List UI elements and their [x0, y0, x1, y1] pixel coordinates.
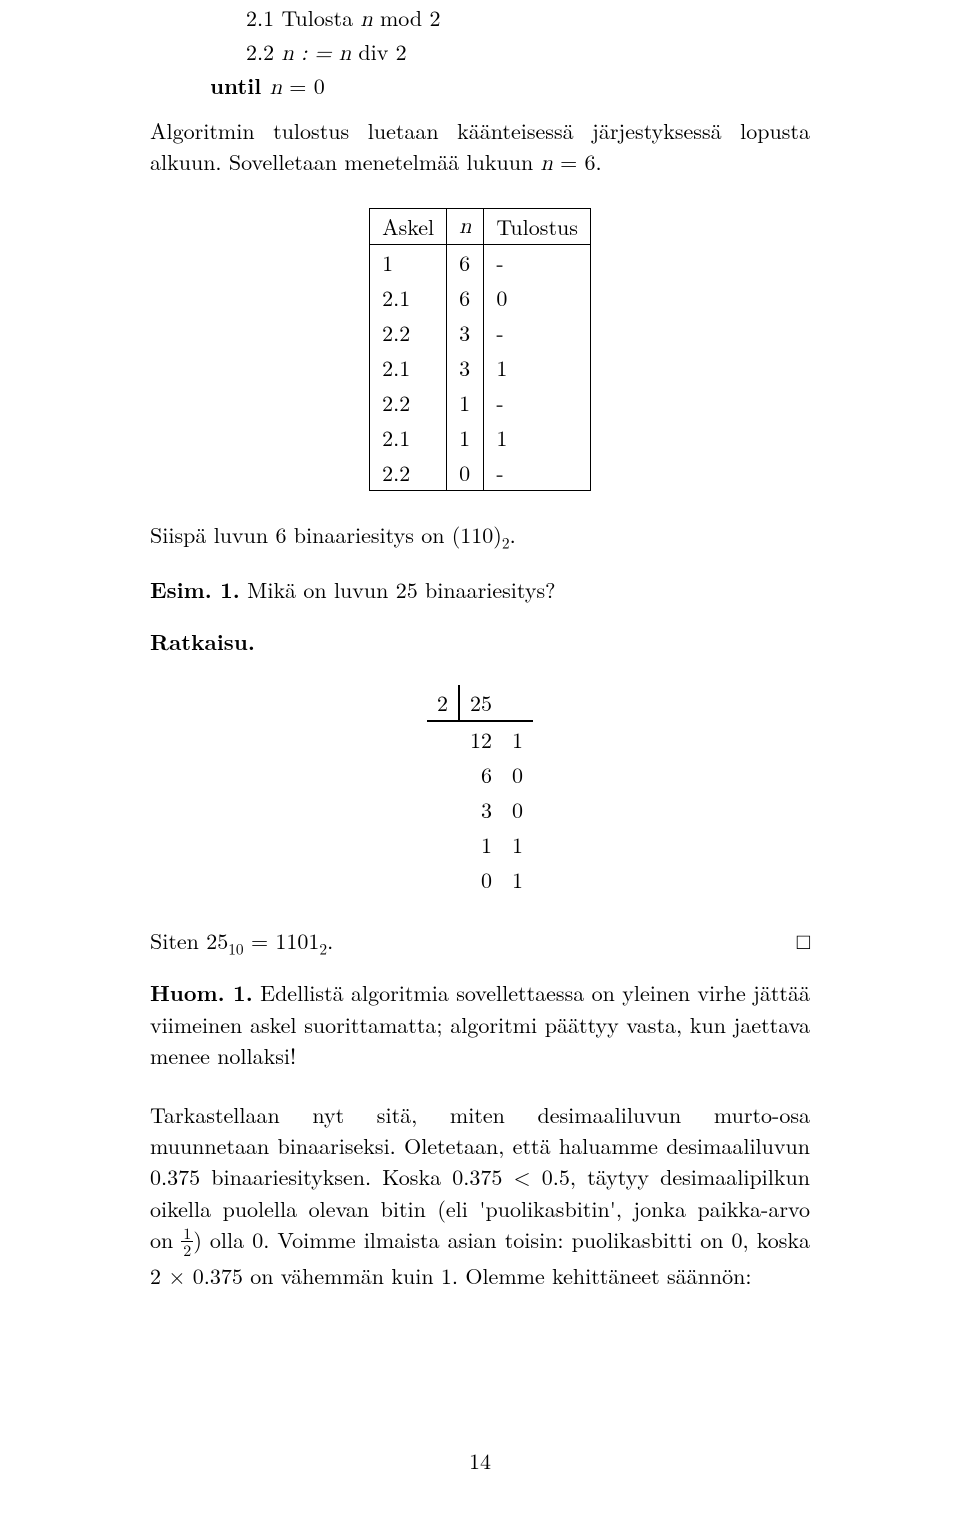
cell: 2.1 — [370, 280, 447, 315]
qed-box-icon: □ — [797, 925, 810, 959]
algorithm-block: 2.1 Tulosta n mod 2 2.2 n : = n div 2 un… — [150, 0, 810, 105]
para-text: Algoritmin tulostus luetaan käänteisessä… — [150, 115, 810, 177]
algo-text: mod 2 — [373, 2, 441, 33]
ratkaisu-line: Ratkaisu. — [150, 626, 810, 657]
algo-until: until n = 0 — [210, 70, 810, 104]
page: 2.1 Tulosta n mod 2 2.2 n : = n div 2 un… — [0, 0, 960, 1518]
siten-row: Siten 2510 = 11012. □ — [150, 925, 810, 959]
table-row: 2.131 — [370, 350, 591, 385]
cell: 2.1 — [370, 350, 447, 385]
var-n: n — [360, 9, 372, 31]
cell: 1 — [447, 385, 484, 420]
algo-text: = 0 — [282, 70, 325, 101]
division-table: 2 25 121 60 30 11 01 — [427, 685, 533, 897]
table-row: 2.20- — [370, 455, 591, 491]
quotient: 12 — [459, 721, 502, 757]
cell: 0 — [484, 280, 591, 315]
cell: 1 — [484, 350, 591, 385]
remainder: 1 — [502, 721, 533, 757]
page-number: 14 — [0, 1445, 960, 1476]
esim-line: Esim. 1. Mikä on luvun 25 binaariesitys? — [150, 574, 810, 605]
text: Siispä luvun 6 binaariesitys on (110) — [150, 519, 502, 550]
cell: - — [484, 315, 591, 350]
remainder: 0 — [502, 792, 533, 827]
cell: 6 — [447, 280, 484, 315]
trace-table: Askel n Tulostus 16- 2.160 2.23- 2.131 2… — [369, 208, 591, 491]
huom-paragraph: Huom. 1. Edellistä algoritmia sovelletta… — [150, 977, 810, 1071]
cell: - — [484, 245, 591, 281]
division-wrap: 2 25 121 60 30 11 01 — [150, 685, 810, 897]
subscript: 10 — [228, 938, 243, 959]
subscript: 2 — [502, 533, 510, 554]
division-row: 2 25 — [427, 685, 533, 721]
cell: 1 — [484, 420, 591, 455]
cell: 2.2 — [370, 385, 447, 420]
algo-text: 2.1 Tulosta — [246, 2, 360, 33]
text: . — [510, 519, 516, 550]
algo-text: 2.2 — [246, 36, 281, 67]
cell: 2.1 — [370, 420, 447, 455]
remainder: 1 — [502, 862, 533, 897]
esim-text: Mikä on luvun 25 binaariesitys? — [240, 574, 556, 605]
var-n: n — [270, 77, 282, 99]
division-row: 01 — [427, 862, 533, 897]
paragraph-decimal: Tarkastellaan nyt sitä, miten desimaalil… — [150, 1099, 810, 1291]
table-row: 16- — [370, 245, 591, 281]
quotient: 3 — [459, 792, 502, 827]
subscript: 2 — [319, 938, 327, 959]
col-n: n — [447, 209, 484, 245]
division-row: 121 — [427, 721, 533, 757]
para-text: ) olla 0. Voimme ilmaista asian toisin: … — [150, 1224, 810, 1291]
until-keyword: until — [210, 70, 270, 101]
quotient: 0 — [459, 862, 502, 897]
cell: 3 — [447, 350, 484, 385]
cell: 1 — [370, 245, 447, 281]
quotient: 1 — [459, 827, 502, 862]
paragraph-intro: Algoritmin tulostus luetaan käänteisessä… — [150, 115, 810, 180]
text: = 1101 — [244, 925, 320, 956]
text: Siten 25 — [150, 925, 228, 956]
cell: 3 — [447, 315, 484, 350]
para-text: = 6. — [553, 146, 602, 177]
col-askel: Askel — [370, 209, 447, 245]
cell: 1 — [447, 420, 484, 455]
ratkaisu-label: Ratkaisu. — [150, 626, 255, 657]
cell: 2.2 — [370, 455, 447, 491]
remainder: 0 — [502, 757, 533, 792]
quotient: 6 — [459, 757, 502, 792]
table-row: 2.111 — [370, 420, 591, 455]
cell: 2.2 — [370, 315, 447, 350]
cell: 6 — [447, 245, 484, 281]
table-row: 2.23- — [370, 315, 591, 350]
division-row: 30 — [427, 792, 533, 827]
division-row: 11 — [427, 827, 533, 862]
text: . — [327, 925, 333, 956]
table-row: 2.21- — [370, 385, 591, 420]
divisor: 2 — [427, 685, 459, 721]
remainder: 1 — [502, 827, 533, 862]
table-row: 2.160 — [370, 280, 591, 315]
cell: - — [484, 455, 591, 491]
quotient: 25 — [459, 685, 502, 721]
col-tulostus: Tulostus — [484, 209, 591, 245]
esim-label: Esim. 1. — [150, 574, 240, 605]
trace-table-wrap: Askel n Tulostus 16- 2.160 2.23- 2.131 2… — [150, 208, 810, 491]
remainder — [502, 685, 533, 721]
siispa-line: Siispä luvun 6 binaariesitys on (110)2. — [150, 519, 810, 554]
division-row: 60 — [427, 757, 533, 792]
cell: - — [484, 385, 591, 420]
algo-text: div 2 — [351, 36, 407, 67]
siten-text: Siten 2510 = 11012. — [150, 925, 333, 959]
cell: 0 — [447, 455, 484, 491]
table-header-row: Askel n Tulostus — [370, 209, 591, 245]
var-n: n — [541, 153, 553, 175]
var-expr: n : = n — [281, 43, 351, 65]
fraction-den: 2 — [181, 1242, 193, 1258]
huom-label: Huom. 1. — [150, 977, 253, 1008]
fraction-half: 12 — [181, 1225, 193, 1258]
algo-line-1: 2.1 Tulosta n mod 2 — [210, 2, 810, 36]
algo-line-2: 2.2 n : = n div 2 — [210, 36, 810, 70]
